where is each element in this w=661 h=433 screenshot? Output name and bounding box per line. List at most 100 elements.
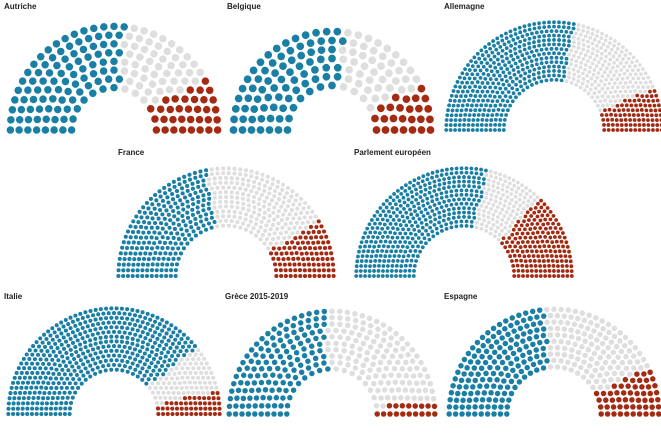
- seat-dot: [140, 96, 148, 104]
- seat-dot: [168, 240, 173, 245]
- seat-dot: [136, 240, 141, 245]
- seat-dot: [296, 256, 301, 261]
- seat-dot: [333, 340, 339, 347]
- seat-dot: [403, 263, 408, 268]
- seat-dot: [135, 363, 140, 368]
- seat-dot: [393, 411, 400, 417]
- seat-dot: [223, 175, 229, 180]
- seat-dot: [534, 353, 540, 360]
- seat-dot: [138, 370, 143, 375]
- seat-dot: [70, 330, 75, 335]
- seat-dot: [99, 85, 107, 93]
- seat-dot: [416, 176, 421, 181]
- seat-dot: [303, 200, 308, 206]
- seat-dot: [495, 225, 500, 230]
- seat-dot: [71, 376, 76, 381]
- seat-dot: [202, 356, 207, 361]
- seat-dot: [462, 179, 466, 184]
- seat-dot: [528, 207, 533, 212]
- seat-dot: [508, 103, 512, 108]
- seat-dot: [562, 51, 566, 56]
- seat-dot: [518, 30, 523, 35]
- seat-dot: [529, 59, 534, 64]
- seat-dot: [590, 82, 594, 87]
- seat-dot: [256, 58, 265, 67]
- seat-dot: [166, 200, 171, 205]
- seat-dot: [47, 390, 52, 396]
- seat-dot: [221, 214, 226, 219]
- seat-dot: [399, 186, 404, 190]
- seat-dot: [522, 47, 527, 52]
- seat-dot: [381, 126, 390, 134]
- seat-dot: [479, 60, 484, 65]
- seat-dot: [642, 404, 649, 410]
- seat-dot: [378, 206, 383, 210]
- seat-dot: [493, 128, 497, 132]
- seat-dot: [503, 63, 507, 68]
- seat-dot: [24, 68, 32, 77]
- seat-dot: [35, 370, 40, 375]
- seat-dot: [138, 314, 143, 319]
- seat-dot: [148, 80, 157, 88]
- seat-dot: [152, 376, 157, 381]
- seat-dot: [285, 216, 290, 221]
- seat-dot: [246, 183, 251, 188]
- seat-dot: [619, 359, 626, 366]
- seat-dot: [116, 262, 122, 267]
- seat-dot: [550, 240, 555, 245]
- seat-dot: [517, 227, 522, 232]
- seat-dot: [526, 335, 533, 342]
- seat-dot: [209, 172, 214, 177]
- seat-dot: [366, 249, 371, 254]
- seat-dot: [552, 64, 556, 69]
- seat-dot: [500, 59, 505, 64]
- seat-dot: [614, 118, 619, 122]
- seat-dot: [600, 74, 605, 79]
- seat-dot: [316, 219, 321, 224]
- seat-dot: [249, 189, 254, 194]
- seat-dot: [157, 189, 162, 194]
- seat-dot: [83, 310, 88, 315]
- seat-dot: [590, 51, 595, 56]
- seat-dot: [175, 333, 180, 338]
- seat-dot: [594, 64, 599, 69]
- seat-dot: [139, 224, 144, 230]
- seat-dot: [405, 258, 409, 263]
- seat-dot: [150, 390, 155, 395]
- seat-dot: [388, 195, 393, 200]
- seat-dot: [297, 216, 302, 221]
- seat-dot: [306, 262, 312, 267]
- seat-dot: [294, 251, 299, 256]
- seat-dot: [633, 128, 638, 132]
- seat-dot: [611, 128, 615, 132]
- seat-group-3: [500, 198, 574, 278]
- seat-dot: [630, 68, 635, 73]
- seat-dot: [154, 63, 163, 71]
- seat-dot: [226, 185, 231, 190]
- seat-dot: [490, 217, 495, 222]
- seat-dot: [344, 28, 352, 37]
- seat-dot: [309, 251, 314, 256]
- seat-dot: [377, 104, 385, 113]
- seat-dot: [449, 221, 454, 225]
- seat-dot: [417, 217, 422, 221]
- seat-dot: [104, 316, 109, 321]
- seat-dot: [283, 326, 289, 332]
- seat-dot: [148, 210, 153, 216]
- seat-dot: [536, 307, 543, 313]
- seat-dot: [479, 48, 484, 53]
- seat-dot: [480, 53, 485, 58]
- seat-dot: [527, 370, 534, 376]
- seat-dot: [557, 249, 562, 254]
- seat-dot: [542, 25, 547, 30]
- seat-dot: [497, 123, 502, 127]
- seat-dot: [330, 262, 336, 267]
- seat-dot: [484, 195, 489, 200]
- seat-dot: [482, 177, 486, 181]
- seat-dot: [492, 73, 496, 78]
- seat-dot: [267, 191, 272, 196]
- seat-dot: [512, 183, 517, 188]
- seat-dot: [117, 256, 122, 261]
- seat-dot: [618, 98, 622, 103]
- seat-dot: [537, 244, 542, 249]
